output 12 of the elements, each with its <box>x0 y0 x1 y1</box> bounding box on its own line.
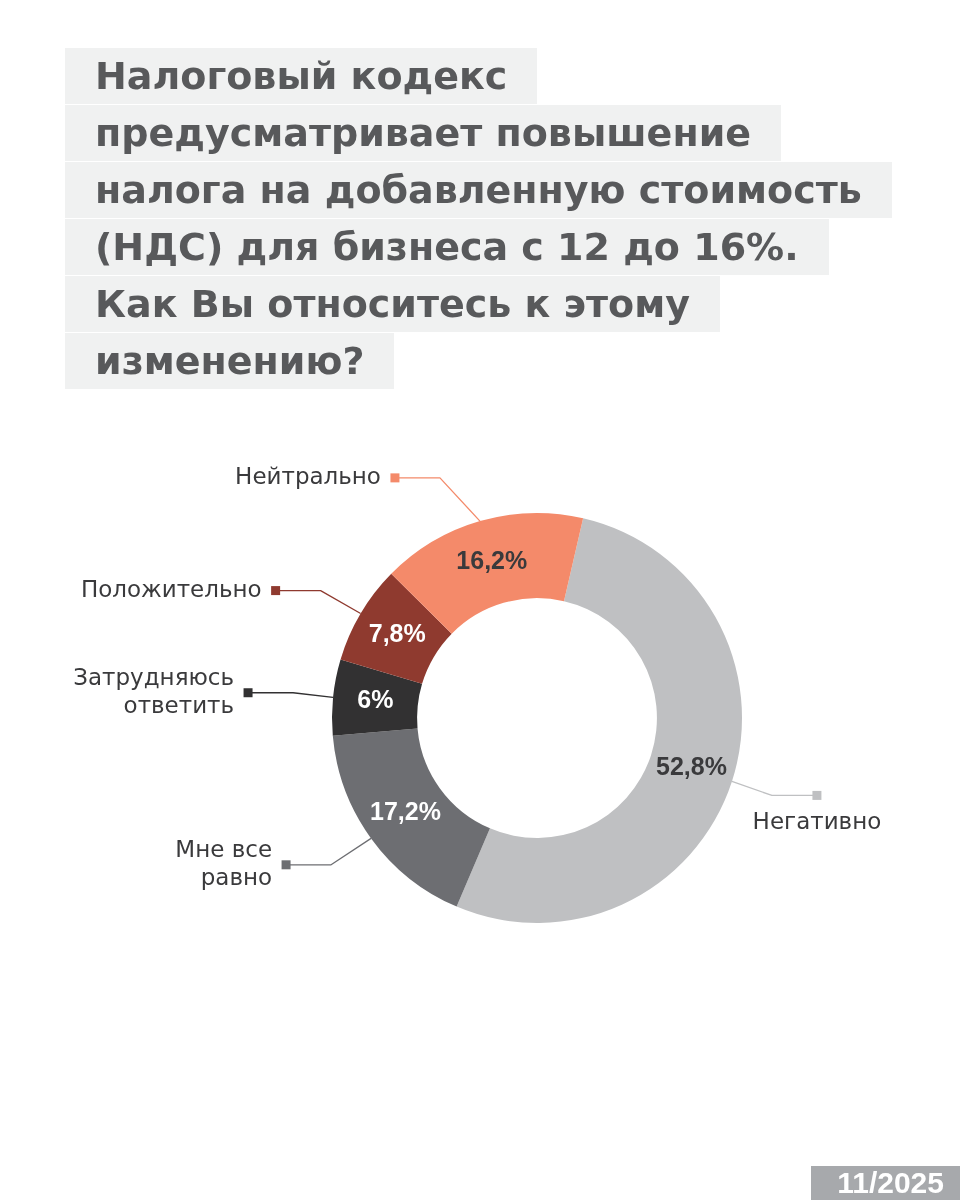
data-label: 16,2% <box>456 545 528 574</box>
slice-label: Негативно <box>752 808 882 835</box>
legend-label: Нейтрально <box>235 462 381 489</box>
chart-title: Налоговый кодекс предусматривает повышение налога на добавленную стоимость (НДС) для бизнеса с 12 до 16%. Как Вы относитесь к этому изменению? <box>65 48 892 389</box>
legend-label: Затрудняюсь ответить <box>73 663 235 718</box>
data-label: 17,2% <box>370 797 441 826</box>
data-label: 6% <box>357 685 394 714</box>
legend-label: Мне все равно <box>175 835 273 890</box>
legend-label: Положительно <box>80 575 262 602</box>
text: 11/2025 <box>837 1166 944 1200</box>
data-label: 7,8% <box>368 619 426 648</box>
data-label: 52,8% <box>656 752 727 781</box>
